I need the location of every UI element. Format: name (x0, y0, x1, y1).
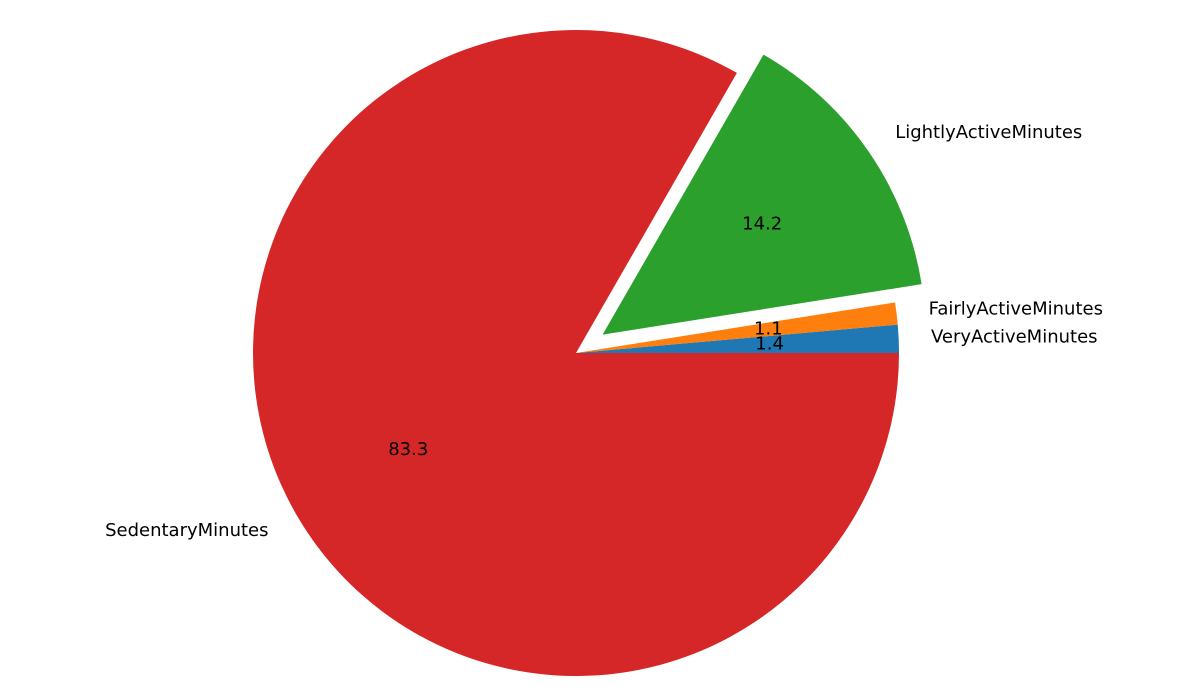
pct-label-fairly-active-minutes: 1.1 (754, 318, 783, 339)
pct-label-sedentary-minutes: 83.3 (388, 439, 428, 460)
slice-label-sedentary-minutes: SedentaryMinutes (105, 520, 268, 541)
slice-label-fairly-active-minutes: FairlyActiveMinutes (929, 299, 1103, 320)
slices-layer (252, 29, 922, 677)
slice-label-lightly-active-minutes: LightlyActiveMinutes (895, 122, 1082, 143)
labels-layer: VeryActiveMinutes 1.4 FairlyActiveMinutes 1… (105, 122, 1103, 541)
pie-slice-fairly-active-minutes (576, 302, 898, 353)
pct-label-lightly-active-minutes: 14.2 (742, 214, 782, 235)
pie-slice-lightly-active-minutes (602, 54, 922, 335)
pie-slice-sedentary-minutes (252, 29, 899, 677)
pie-slice-very-active-minutes (576, 324, 899, 353)
pct-label-very-active-minutes: 1.4 (755, 333, 784, 354)
slice-label-very-active-minutes: VeryActiveMinutes (931, 326, 1098, 347)
